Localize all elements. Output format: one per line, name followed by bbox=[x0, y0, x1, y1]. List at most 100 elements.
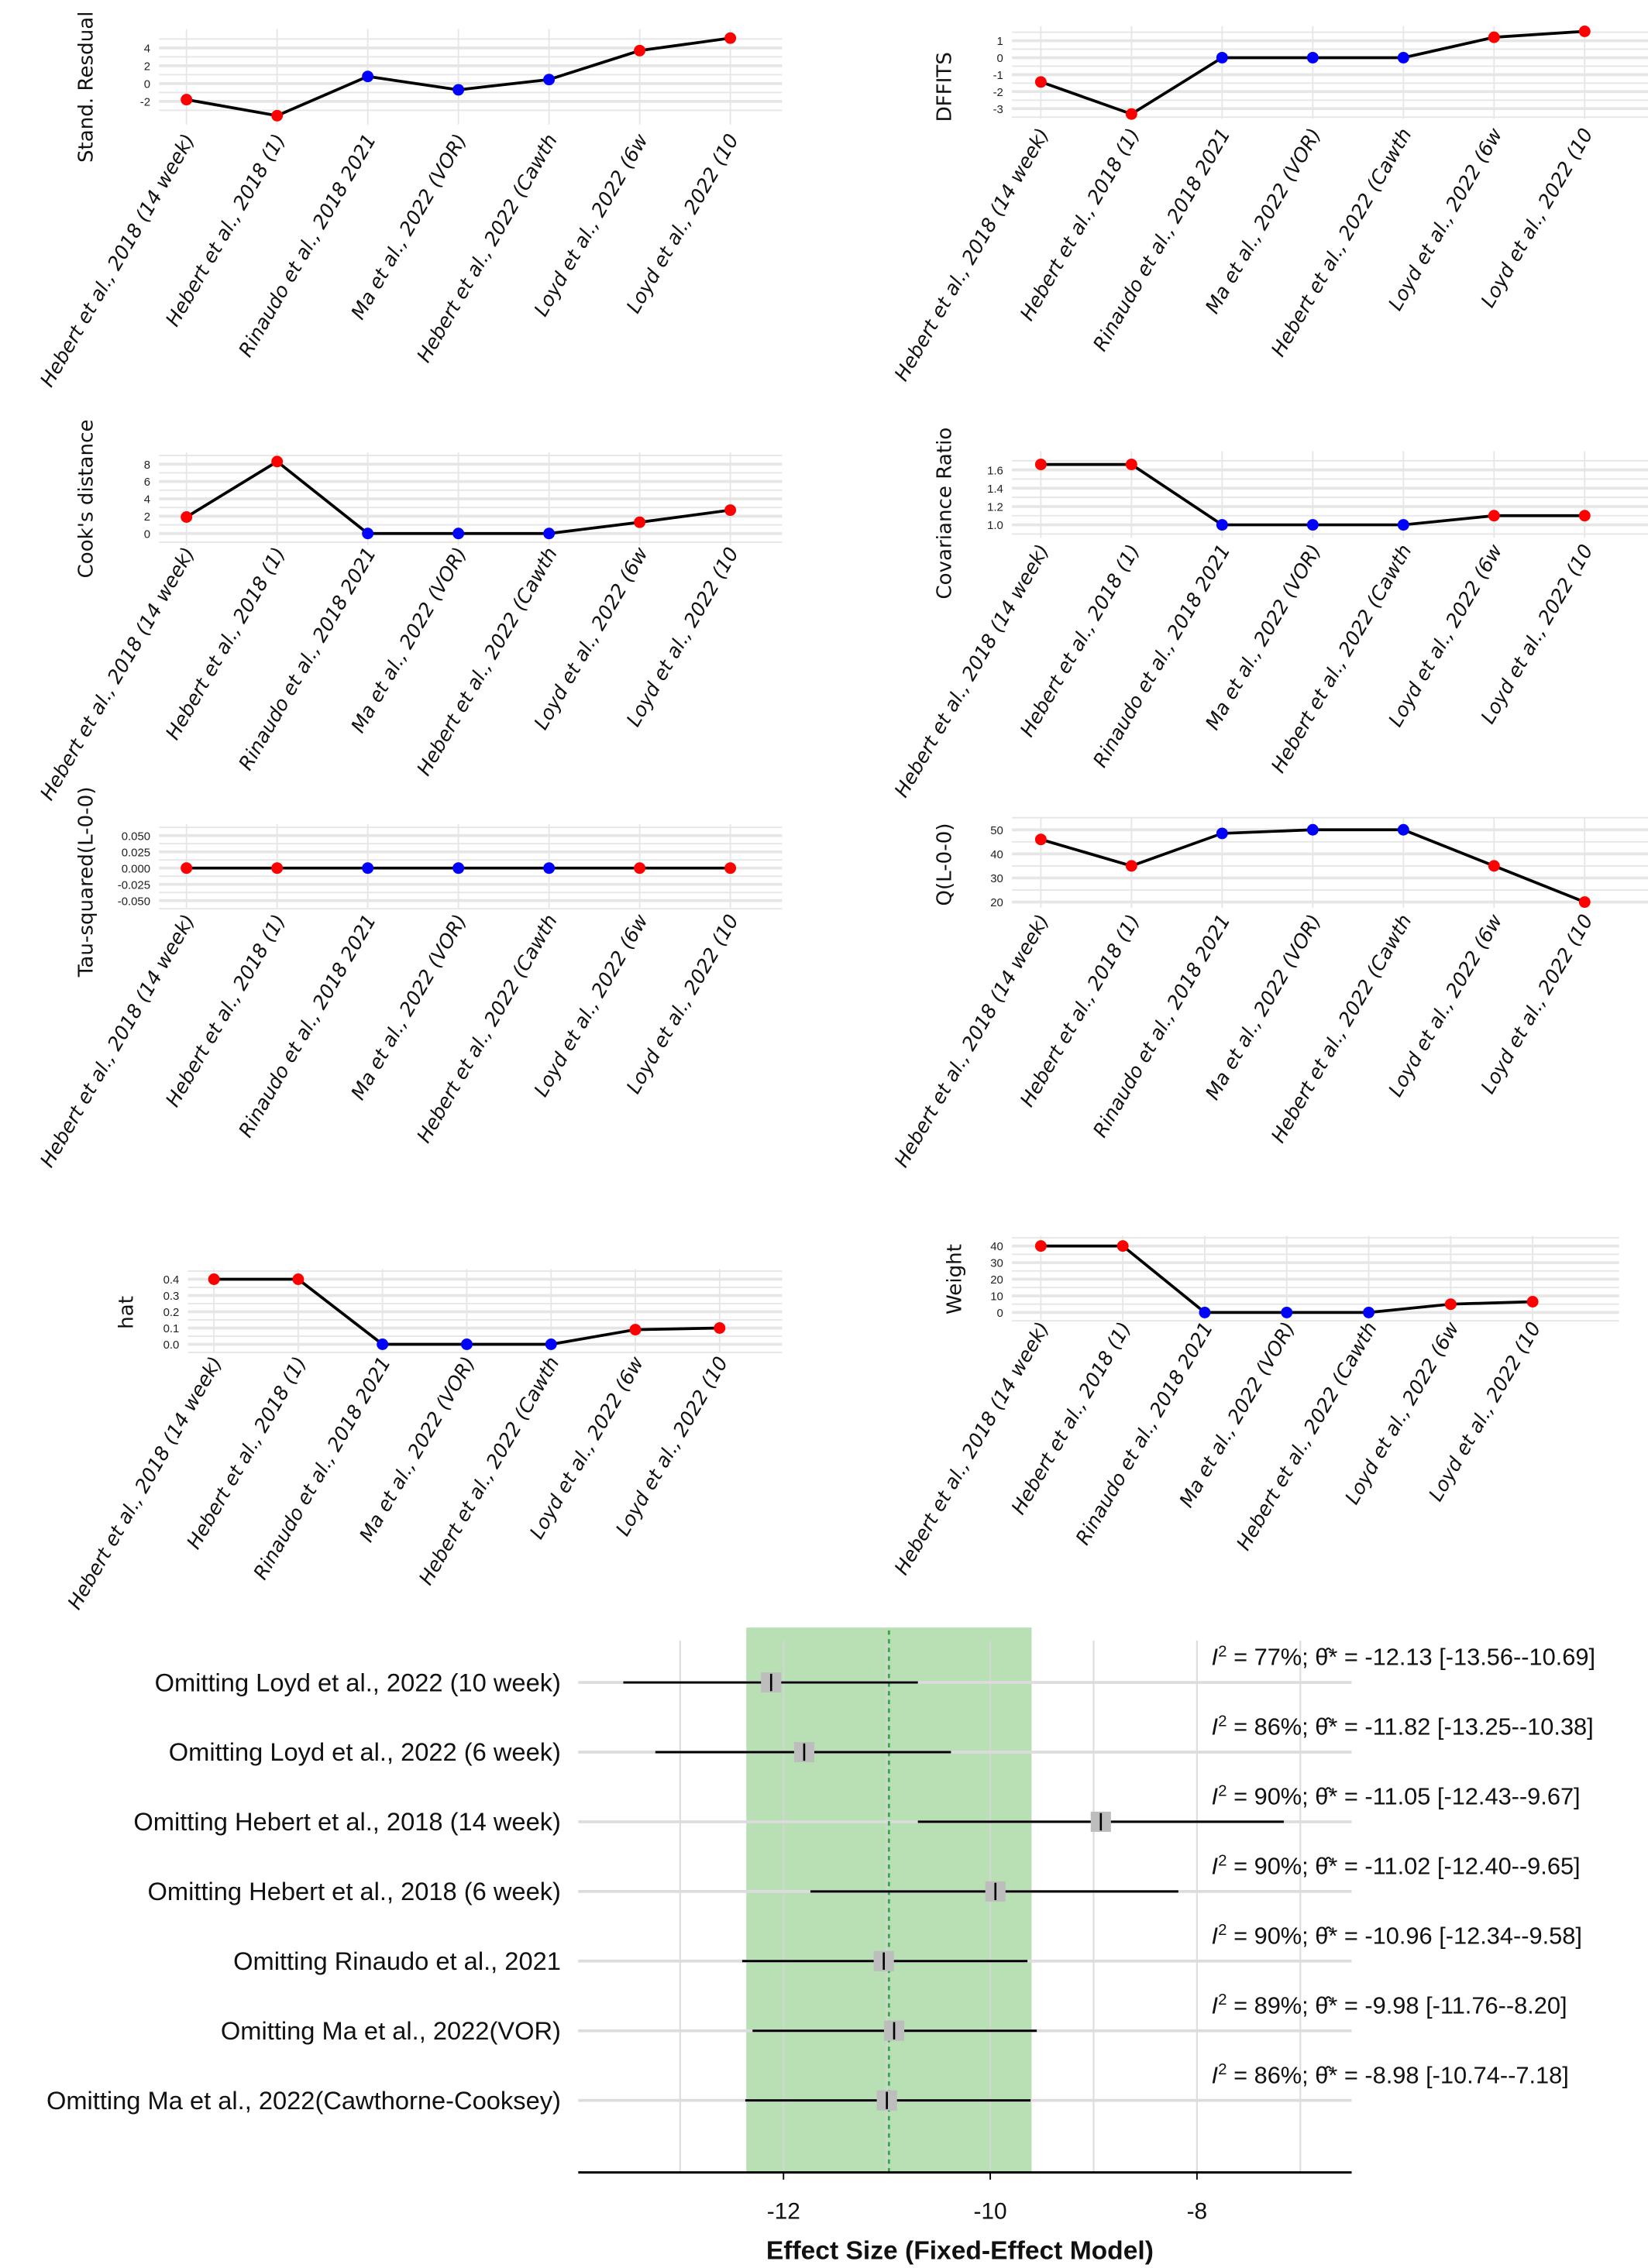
y-tick-label: 4 bbox=[144, 42, 150, 55]
data-point bbox=[1034, 76, 1047, 88]
heterogeneity-annotation: I2 = 86%; θ̂* = -11.82 [-13.25--10.38] bbox=[1212, 1712, 1594, 1740]
data-point bbox=[1578, 510, 1591, 522]
pooled-estimate-value: -8.98 [-10.74--7.18] bbox=[1364, 2061, 1568, 2088]
y-axis-label: hat bbox=[115, 1296, 139, 1329]
data-point bbox=[271, 862, 284, 875]
study-omitted-label: Omitting Rinaudo et al., 2021 bbox=[233, 1947, 561, 1975]
y-tick-label: 20 bbox=[990, 1273, 1003, 1287]
study-omitted-label: Omitting Hebert et al., 2018 (6 week) bbox=[148, 1877, 561, 1905]
y-tick-label: 0.4 bbox=[163, 1273, 180, 1287]
data-point bbox=[1281, 1306, 1293, 1318]
heterogeneity-annotation: I2 = 89%; θ̂* = -9.98 [-11.76--8.20] bbox=[1212, 1991, 1567, 2019]
data-point bbox=[1306, 823, 1319, 836]
data-point bbox=[1363, 1306, 1374, 1318]
study-omitted-label: Omitting Ma et al., 2022(Cawthorne-Cooks… bbox=[46, 2086, 561, 2115]
data-point bbox=[1578, 896, 1591, 909]
data-point bbox=[208, 1273, 220, 1285]
data-point bbox=[545, 1338, 557, 1350]
y-tick-label: -3 bbox=[993, 103, 1003, 116]
data-point bbox=[634, 516, 646, 528]
i2-value: 90% bbox=[1254, 1852, 1302, 1879]
data-point bbox=[1306, 51, 1319, 64]
x-category-label: Hebert et al., 2022 (Cawth bbox=[1232, 1318, 1381, 1555]
y-tick-label: 0 bbox=[997, 1307, 1003, 1320]
data-point bbox=[543, 862, 556, 875]
data-point bbox=[714, 1322, 726, 1334]
data-point bbox=[452, 862, 465, 875]
i2-value: 89% bbox=[1254, 1991, 1302, 2019]
y-axis-label: Covariance Ratio bbox=[934, 428, 957, 600]
data-point bbox=[1125, 108, 1137, 120]
heterogeneity-annotation: I2 = 77%; θ̂* = -12.13 [-13.56--10.69] bbox=[1212, 1642, 1595, 1670]
heterogeneity-annotation: I2 = 86%; θ̂* = -8.98 [-10.74--7.18] bbox=[1212, 2060, 1569, 2088]
data-point bbox=[181, 862, 193, 875]
x-category-label: Hebert et al., 2018 (14 week) bbox=[36, 910, 199, 1170]
data-point bbox=[452, 527, 465, 540]
data-point bbox=[181, 94, 193, 106]
y-tick-label: 2 bbox=[144, 510, 150, 524]
data-point bbox=[181, 511, 193, 523]
data-point bbox=[1397, 51, 1409, 64]
study-omitted-label: Omitting Ma et al., 2022(VOR) bbox=[221, 2016, 561, 2045]
data-point bbox=[1578, 26, 1591, 37]
heterogeneity-annotation: I2 = 90%; θ̂* = -10.96 [-12.34--9.58] bbox=[1212, 1921, 1582, 1949]
data-point bbox=[1034, 1240, 1047, 1253]
y-tick-label: 4 bbox=[144, 493, 150, 507]
x-category-label: Hebert et al., 2018 (14 week) bbox=[64, 1352, 227, 1613]
data-point bbox=[1306, 519, 1319, 531]
pooled-estimate-value: -11.82 [-13.25--10.38] bbox=[1364, 1713, 1593, 1741]
data-point bbox=[1444, 1298, 1457, 1311]
pooled-estimate-value: -11.05 [-12.43--9.67] bbox=[1364, 1783, 1580, 1810]
data-point bbox=[724, 504, 737, 517]
data-point bbox=[1216, 519, 1228, 531]
y-tick-label: 0.3 bbox=[163, 1290, 180, 1303]
y-axis-label: Q(L-0-0) bbox=[934, 823, 957, 905]
y-tick-label: 0.050 bbox=[122, 830, 150, 843]
data-point bbox=[1034, 833, 1047, 846]
data-point bbox=[634, 862, 646, 875]
data-point bbox=[362, 70, 374, 83]
study-omitted-label: Omitting Loyd et al., 2022 (6 week) bbox=[169, 1737, 561, 1766]
data-point bbox=[1397, 519, 1409, 531]
i2-value: 90% bbox=[1254, 1922, 1302, 1949]
heterogeneity-annotation: I2 = 90%; θ̂* = -11.02 [-12.40--9.65] bbox=[1212, 1851, 1581, 1879]
y-tick-label: 0.000 bbox=[122, 862, 150, 875]
y-tick-label: 6 bbox=[144, 476, 150, 489]
data-point bbox=[543, 74, 556, 86]
y-tick-label: 1.2 bbox=[987, 501, 1003, 514]
x-axis-title: Effect Size (Fixed-Effect Model) bbox=[766, 2237, 1154, 2266]
pooled-estimate-value: -9.98 [-11.76--8.20] bbox=[1364, 1991, 1567, 2019]
data-point bbox=[1488, 860, 1500, 872]
x-category-label: Hebert et al., 2022 (Cawth bbox=[415, 1352, 564, 1589]
y-tick-label: 0 bbox=[997, 52, 1003, 65]
x-tick-label: -8 bbox=[1187, 2198, 1208, 2224]
x-category-label: Hebert et al., 2018 (14 week) bbox=[890, 1318, 1054, 1579]
i2-value: 86% bbox=[1254, 2061, 1302, 2088]
y-tick-label: 30 bbox=[990, 1257, 1003, 1270]
i2-value: 90% bbox=[1254, 1783, 1302, 1810]
diagnostic-panel-6: 50 40 30 20 Q(L-0-0) Hebert et al., 2018 (14 … bbox=[890, 816, 1648, 1171]
y-tick-label: 10 bbox=[990, 1290, 1003, 1304]
y-tick-label: 1.6 bbox=[987, 464, 1003, 477]
data-point bbox=[1526, 1296, 1539, 1308]
data-point bbox=[1125, 860, 1137, 872]
y-tick-label: 1 bbox=[997, 35, 1003, 48]
data-point bbox=[292, 1273, 304, 1285]
pooled-estimate-value: -10.96 [-12.34--9.58] bbox=[1364, 1922, 1581, 1949]
y-axis-label: Stand. Resdual bbox=[74, 11, 98, 163]
study-omitted-label: Omitting Hebert et al., 2018 (14 week) bbox=[133, 1807, 561, 1836]
data-point bbox=[634, 44, 646, 57]
data-point bbox=[377, 1338, 389, 1350]
y-tick-label: 50 bbox=[990, 824, 1003, 837]
y-tick-label: -2 bbox=[993, 86, 1003, 99]
data-point bbox=[1034, 459, 1047, 471]
y-tick-label: 0.025 bbox=[122, 846, 150, 859]
data-point bbox=[543, 527, 556, 540]
x-category-label: Hebert et al., 2018 (14 week) bbox=[36, 544, 199, 804]
y-tick-label: 0.1 bbox=[163, 1322, 180, 1335]
i2-value: 86% bbox=[1254, 1713, 1302, 1741]
